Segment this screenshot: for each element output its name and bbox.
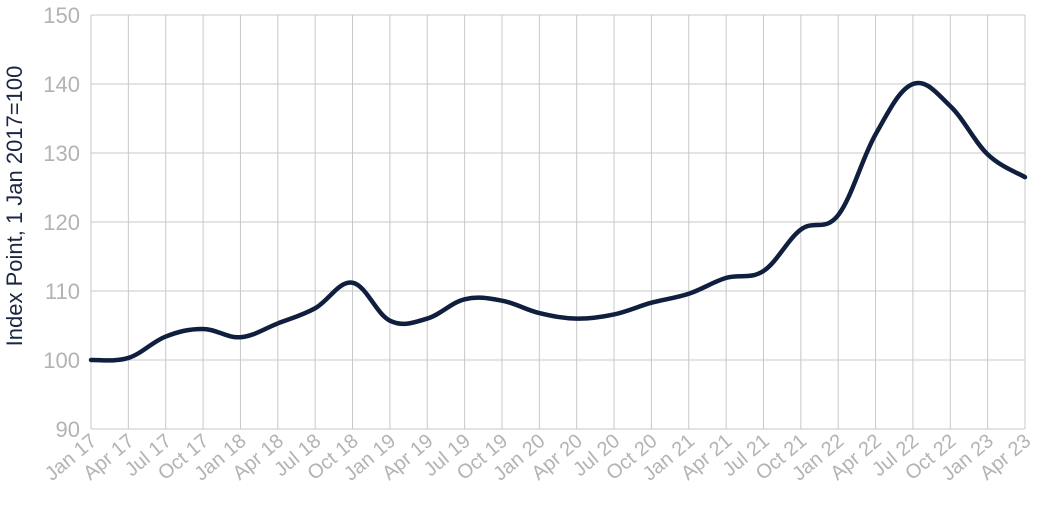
data-point	[351, 281, 355, 285]
grid-lines	[90, 14, 1026, 430]
data-point	[948, 104, 952, 108]
data-point	[201, 327, 205, 331]
y-tick-label: 120	[43, 210, 80, 235]
y-tick-label: 110	[45, 279, 80, 304]
data-point	[986, 152, 990, 156]
data-point	[238, 335, 242, 339]
data-point	[575, 317, 579, 321]
data-point	[388, 319, 392, 323]
data-point	[463, 297, 467, 301]
data-point	[500, 299, 504, 303]
data-point	[276, 321, 280, 325]
y-tick-label: 150	[43, 3, 80, 28]
y-tick-label: 130	[43, 141, 80, 166]
data-point	[126, 356, 130, 360]
data-point	[313, 306, 317, 310]
data-point	[911, 82, 915, 86]
data-point	[874, 132, 878, 136]
y-tick-label: 140	[43, 72, 80, 97]
data-point	[687, 292, 691, 296]
data-point	[761, 269, 765, 273]
data-point	[799, 228, 803, 232]
y-tick-label: 100	[43, 348, 80, 373]
data-point	[164, 335, 168, 339]
data-point	[724, 276, 728, 280]
y-axis-ticks: 90 100 110 120 130 140 150	[43, 3, 80, 442]
data-point	[836, 213, 840, 217]
y-tick-label: 90	[56, 417, 80, 442]
data-point	[89, 358, 93, 362]
data-point	[1023, 175, 1027, 179]
series-line	[88, 80, 1028, 363]
data-point	[612, 312, 616, 316]
y-axis-label: Index Point, 1 Jan 2017=100	[2, 66, 27, 347]
data-point	[537, 311, 541, 315]
data-point	[649, 301, 653, 305]
data-point	[425, 317, 429, 321]
